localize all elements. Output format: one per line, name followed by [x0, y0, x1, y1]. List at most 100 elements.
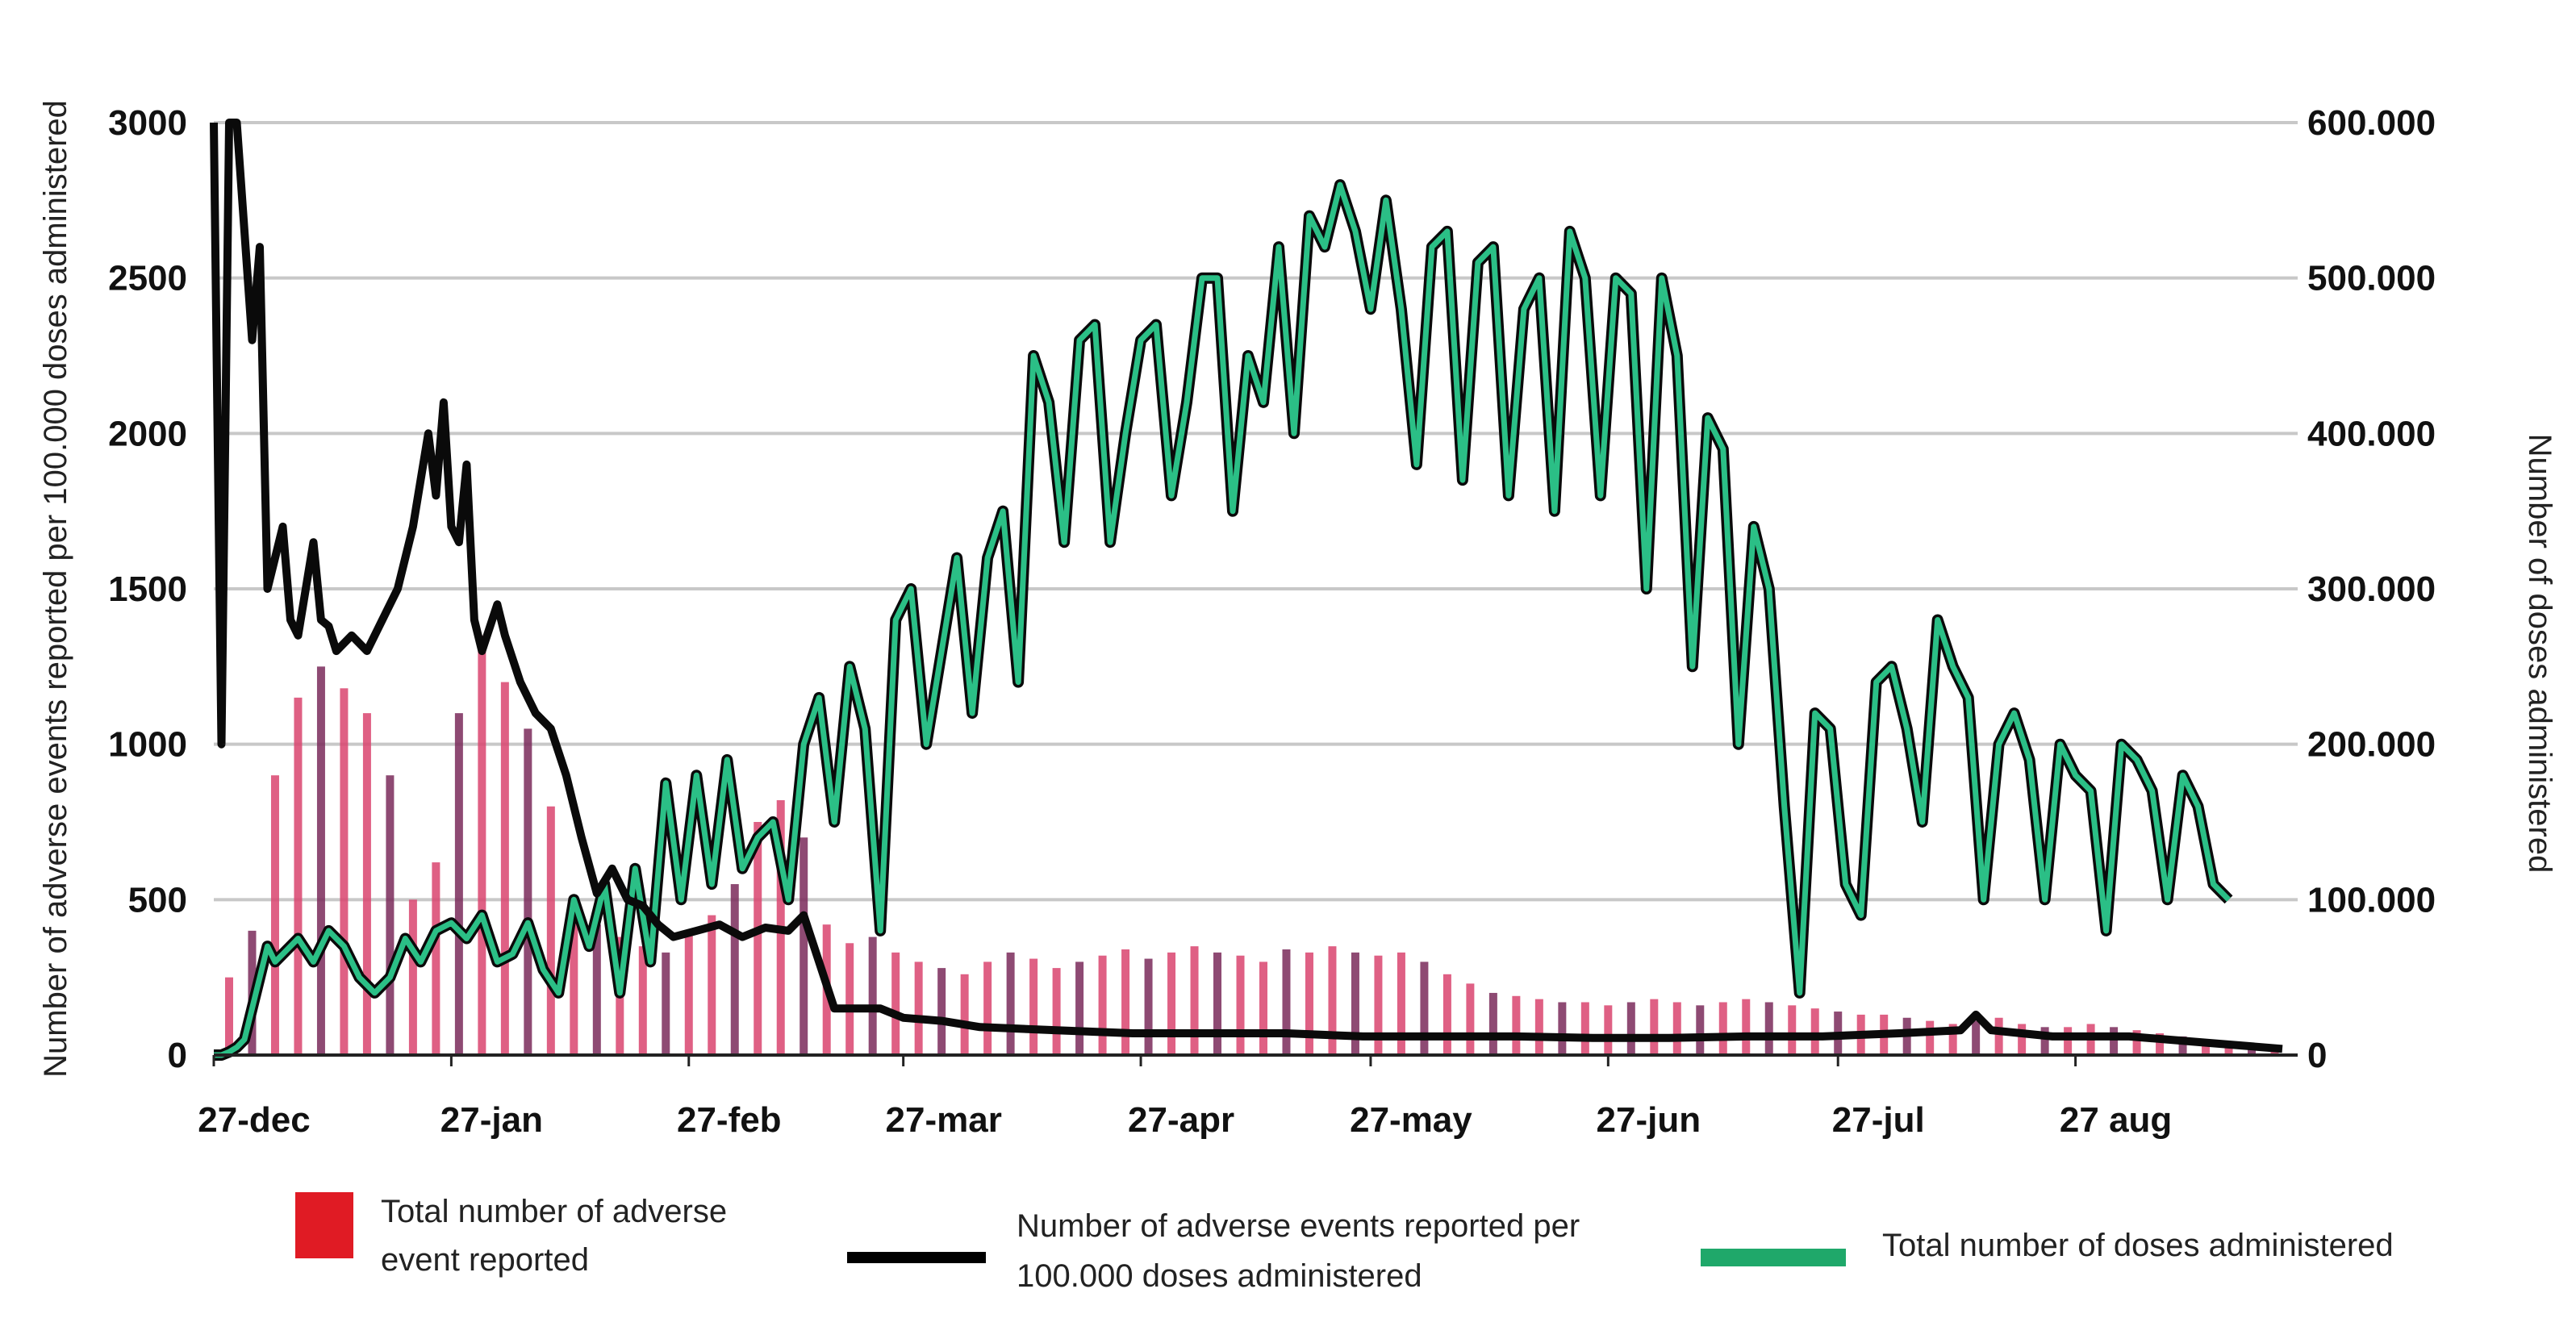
adverse-event-bar: [1604, 1005, 1613, 1055]
adverse-event-bar: [1466, 983, 1475, 1055]
y-axis-right-title: Number of doses administered: [2522, 434, 2557, 874]
adverse-event-bar: [1236, 955, 1245, 1055]
adverse-event-bar: [1374, 955, 1383, 1055]
x-tick-label: 27-dec: [198, 1100, 310, 1140]
adverse-event-bar: [454, 713, 463, 1055]
adverse-event-bar: [662, 952, 670, 1055]
adverse-event-bar: [592, 924, 601, 1055]
adverse-event-bar: [1810, 1008, 1819, 1055]
adverse-event-bar: [868, 936, 877, 1055]
adverse-event-bar: [386, 775, 395, 1055]
adverse-event-bar: [1534, 999, 1543, 1055]
x-tick-label: 27-jun: [1597, 1100, 1701, 1140]
y-tick-label-right: 400.000: [2307, 414, 2436, 453]
adverse-event-bar: [2064, 1027, 2073, 1055]
gridlines: [214, 121, 2298, 1057]
adverse-event-bar: [937, 968, 946, 1055]
series-lines: [210, 119, 2283, 1061]
adverse-event-bar: [2156, 1033, 2165, 1055]
adverse-event-bar: [1098, 955, 1107, 1055]
y-axis-left-title: Number of adverse events reported per 10…: [38, 100, 73, 1078]
adverse-event-bar: [2018, 1024, 2027, 1055]
y-tick-label-left: 0: [168, 1036, 187, 1075]
adverse-event-bar: [1718, 1002, 1727, 1055]
adverse-event-bar: [570, 899, 578, 1055]
y-tick-label-left: 500: [128, 880, 187, 920]
legend-swatch-adverse-events: [295, 1192, 353, 1258]
legend-swatch-rate-line: [847, 1252, 986, 1263]
adverse-event-bar: [1696, 1005, 1705, 1055]
adverse-event-bar: [1029, 958, 1038, 1055]
adverse-event-bar: [1742, 999, 1751, 1055]
y-tick-label-left: 1000: [108, 725, 187, 765]
adverse-event-bar: [1926, 1020, 1935, 1055]
adverse-event-bar: [1305, 952, 1313, 1055]
adverse-event-bar: [340, 688, 349, 1055]
x-tick-label: 27 aug: [2060, 1100, 2172, 1140]
adverse-event-bar: [1121, 949, 1130, 1055]
legend-swatch-doses-line: [1701, 1249, 1846, 1266]
legend-label-adverse-events: Total number of adverse event reported: [381, 1194, 736, 1278]
y-tick-label-left: 2500: [108, 259, 187, 298]
y-tick-label-left: 3000: [108, 103, 187, 143]
adverse-event-bar: [1259, 961, 1267, 1055]
y-tick-label-right: 100.000: [2307, 880, 2436, 920]
adverse-event-bar: [316, 666, 325, 1055]
doses-line: [214, 181, 2231, 1058]
adverse-event-bar: [1650, 999, 1659, 1055]
adverse-event-bar: [1282, 949, 1291, 1055]
x-tick-label: 27-apr: [1128, 1100, 1234, 1140]
adverse-event-bar: [730, 884, 739, 1055]
y-tick-label-right: 200.000: [2307, 725, 2436, 765]
y-tick-label-left: 1500: [108, 569, 187, 609]
adverse-event-bar: [362, 713, 371, 1055]
adverse-event-bar: [478, 635, 486, 1055]
legend-label-rate-line: Number of adverse events reported per 10…: [1017, 1208, 1589, 1294]
adverse-event-bar: [1788, 1005, 1797, 1055]
adverse-event-bar: [1420, 961, 1429, 1055]
adverse-event-bar: [1488, 992, 1497, 1055]
adverse-event-bar: [1442, 974, 1451, 1055]
adverse-event-bar: [2040, 1027, 2049, 1055]
axes: 0 0 500 100.000 1000 200.000 1500 300.000 2000 40…: [108, 103, 2436, 1140]
legend: Total number of adverse event reported N…: [295, 1192, 2394, 1294]
adverse-event-bar: [638, 946, 647, 1055]
x-tick-label: 27-mar: [886, 1100, 1002, 1140]
adverse-event-bar: [1558, 1002, 1567, 1055]
adverse-event-bar: [1213, 952, 1222, 1055]
adverse-event-bar: [891, 952, 900, 1055]
adverse-event-bar: [2110, 1027, 2119, 1055]
adverse-event-bar: [960, 974, 969, 1055]
adverse-event-bar: [2178, 1036, 2187, 1055]
adverse-event-bar: [1994, 1017, 2003, 1055]
adverse-event-bar: [546, 806, 555, 1055]
adverse-event-bar: [270, 775, 279, 1055]
adverse-event-bar: [2224, 1042, 2233, 1055]
adverse-event-bar: [708, 915, 716, 1055]
adverse-event-bar: [500, 682, 509, 1055]
adverse-event-bar: [1190, 946, 1199, 1055]
legend-label-doses-line: Total number of doses administered: [1882, 1228, 2394, 1263]
adverse-event-bar: [2202, 1039, 2211, 1055]
adverse-event-bar: [1972, 1020, 1981, 1055]
adverse-event-bar: [1351, 952, 1359, 1055]
adverse-event-bar: [1167, 952, 1176, 1055]
adverse-event-bar: [1626, 1002, 1635, 1055]
adverse-event-bar: [684, 930, 693, 1055]
x-tick-label: 27-jul: [1832, 1100, 1925, 1140]
adverse-event-bar: [914, 961, 923, 1055]
adverse-event-bar: [294, 697, 303, 1055]
adverse-event-bar: [1764, 1002, 1773, 1055]
adverse-event-bar: [754, 822, 762, 1055]
x-tick-label: 27-may: [1350, 1100, 1472, 1140]
adverse-event-bar: [1580, 1002, 1589, 1055]
adverse-event-bars: [224, 635, 2279, 1055]
adverse-event-bar: [1328, 946, 1337, 1055]
adverse-event-bar: [1948, 1024, 1957, 1055]
adverse-event-bar: [432, 862, 440, 1055]
adverse-event-bar: [845, 943, 854, 1055]
adverse-event-bar: [524, 728, 532, 1055]
adverse-event-bar: [224, 977, 233, 1055]
